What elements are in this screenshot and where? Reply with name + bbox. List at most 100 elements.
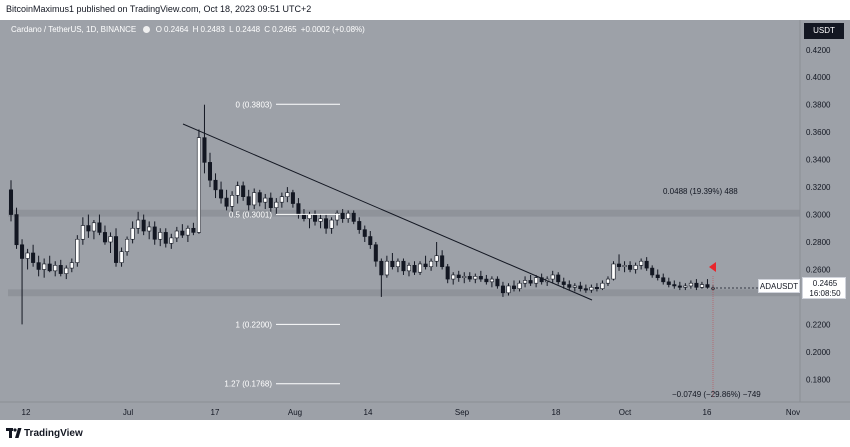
high-value: 0.2483 bbox=[200, 25, 225, 34]
candle bbox=[423, 263, 428, 268]
time-axis[interactable] bbox=[0, 402, 850, 420]
candle bbox=[456, 274, 461, 279]
candle bbox=[672, 284, 677, 287]
price-axis-tick: 0.2600 bbox=[806, 265, 831, 274]
candle bbox=[688, 282, 693, 287]
candle bbox=[368, 236, 373, 246]
chart-panel[interactable]: 0.4200 0.4000 0.3800 0.3600 0.3400 0.3200 0.30… bbox=[0, 20, 850, 420]
measure-down-label: −0.0749 (−29.86%) −749 bbox=[672, 390, 761, 399]
time-axis-tick: 16 bbox=[703, 408, 712, 417]
price-axis-tick: 0.3200 bbox=[806, 183, 831, 192]
candle bbox=[224, 197, 229, 207]
candle bbox=[64, 267, 69, 274]
candle bbox=[484, 278, 489, 283]
candle bbox=[495, 278, 500, 287]
candle bbox=[440, 255, 445, 268]
measure-up-label: 0.0488 (19.39%) 488 bbox=[663, 187, 738, 196]
candle bbox=[583, 288, 588, 291]
candle bbox=[605, 278, 610, 284]
candle bbox=[611, 263, 616, 280]
candle bbox=[705, 284, 710, 288]
horizontal-zone bbox=[8, 289, 800, 297]
price-axis[interactable] bbox=[800, 20, 850, 402]
candle bbox=[462, 276, 467, 279]
candle bbox=[263, 197, 268, 203]
candle bbox=[97, 222, 102, 233]
candle bbox=[14, 214, 19, 246]
candle bbox=[523, 280, 528, 284]
candle bbox=[307, 214, 312, 219]
candle bbox=[589, 287, 594, 291]
time-axis-tick: Aug bbox=[288, 408, 302, 417]
candle bbox=[141, 219, 146, 232]
candle bbox=[114, 236, 119, 263]
candle bbox=[318, 218, 323, 222]
candle bbox=[69, 262, 74, 269]
candle bbox=[290, 192, 295, 204]
status-dot-icon bbox=[143, 26, 151, 33]
candle bbox=[301, 214, 306, 219]
candle bbox=[633, 265, 638, 270]
candle bbox=[445, 266, 450, 280]
candle bbox=[335, 212, 340, 221]
price-axis-tick: 0.3400 bbox=[806, 156, 831, 165]
candle bbox=[152, 226, 157, 240]
candle bbox=[58, 265, 63, 274]
candle bbox=[252, 192, 257, 206]
candle bbox=[296, 203, 301, 215]
candle bbox=[467, 276, 472, 280]
candle bbox=[578, 285, 583, 289]
candle bbox=[91, 222, 96, 232]
time-axis-tick: 12 bbox=[22, 408, 31, 417]
candlestick-chart[interactable]: 0.4200 0.4000 0.3800 0.3600 0.3400 0.3200 0.30… bbox=[0, 20, 850, 420]
candle bbox=[506, 285, 511, 294]
candle bbox=[75, 238, 80, 263]
candle bbox=[108, 236, 113, 243]
candle bbox=[384, 260, 389, 276]
candle bbox=[699, 284, 704, 288]
time-axis-tick: 17 bbox=[211, 408, 220, 417]
candle bbox=[528, 280, 533, 284]
time-axis-tick: Sep bbox=[455, 408, 470, 417]
candle bbox=[429, 260, 434, 268]
fib-level-label: 0 (0.3803) bbox=[236, 100, 273, 109]
bar-countdown: 16:08:50 bbox=[809, 289, 841, 298]
symbol-legend: Cardano / TetherUS, 1D, BINANCE O 0.2464 … bbox=[11, 25, 367, 34]
currency-button[interactable]: USDT bbox=[804, 23, 844, 39]
candle bbox=[119, 251, 124, 263]
candle bbox=[268, 197, 273, 208]
candle bbox=[556, 274, 561, 283]
red-arrow-icon bbox=[709, 262, 716, 272]
candle bbox=[147, 226, 152, 232]
change-value: +0.0002 (+0.08%) bbox=[300, 25, 365, 34]
price-axis-tick: 0.2800 bbox=[806, 238, 831, 247]
price-axis-tick: 0.2000 bbox=[806, 348, 831, 357]
candle bbox=[130, 227, 135, 240]
candle bbox=[31, 252, 36, 263]
candle bbox=[473, 276, 478, 280]
candle bbox=[357, 221, 362, 230]
tradingview-logo-icon bbox=[6, 428, 22, 438]
publish-text: BitcoinMaximus1 published on TradingView… bbox=[6, 4, 312, 14]
candle bbox=[213, 179, 218, 191]
candle bbox=[53, 265, 58, 272]
candle bbox=[219, 189, 224, 199]
candle bbox=[478, 276, 483, 280]
candle bbox=[313, 214, 318, 222]
price-axis-tick: 0.3000 bbox=[806, 211, 831, 220]
candle bbox=[191, 227, 196, 233]
candle bbox=[395, 260, 400, 268]
close-label: C bbox=[264, 25, 271, 34]
time-axis-tick: Oct bbox=[619, 408, 632, 417]
candle bbox=[550, 274, 555, 280]
candle bbox=[617, 263, 622, 268]
candle bbox=[650, 267, 655, 276]
candle bbox=[185, 227, 190, 236]
current-price-tag: 0.2465 16:08:50 bbox=[802, 277, 846, 299]
candle bbox=[655, 274, 660, 279]
candle bbox=[80, 225, 85, 240]
symbol-name: Cardano / TetherUS, 1D, BINANCE bbox=[11, 25, 137, 34]
candle bbox=[163, 232, 168, 244]
price-axis-tick: 0.3800 bbox=[806, 101, 831, 110]
horizontal-zone bbox=[8, 209, 800, 217]
